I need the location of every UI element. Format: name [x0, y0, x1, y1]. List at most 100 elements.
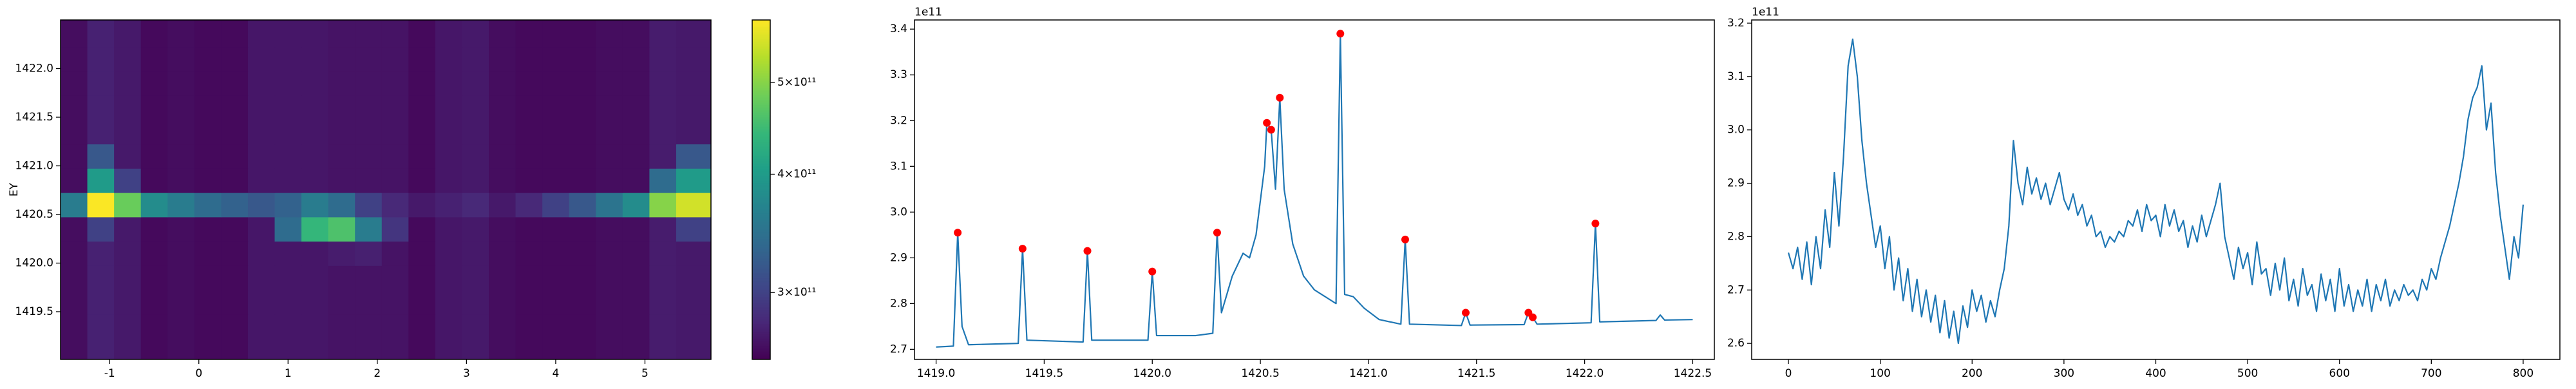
x-tick-label: 300	[2054, 367, 2074, 380]
colorbar-swatch	[752, 210, 770, 213]
heatmap-cell	[622, 168, 650, 193]
colorbar-swatch	[752, 350, 770, 353]
heatmap-cell	[274, 241, 302, 266]
colorbar-swatch	[752, 145, 770, 148]
colorbar-swatch	[752, 264, 770, 267]
colorbar-swatch	[752, 157, 770, 160]
heatmap-cell	[622, 216, 650, 242]
heatmap-cell	[676, 20, 711, 48]
heatmap-cell	[596, 338, 623, 359]
heatmap-cell	[381, 290, 409, 315]
peak-marker	[1148, 267, 1157, 276]
colorbar-swatch	[752, 47, 770, 50]
x-tick-label: 1	[285, 367, 292, 380]
heatmap-cell	[61, 46, 88, 71]
colorbar-swatch	[752, 59, 770, 61]
colorbar-swatch	[752, 252, 770, 255]
colorbar-swatch	[752, 198, 770, 200]
heatmap-cell	[274, 168, 302, 193]
heatmap-cell	[408, 290, 436, 315]
heatmap-cell	[408, 168, 436, 193]
heatmap-cell	[462, 144, 489, 169]
heatmap-cell	[87, 119, 115, 145]
colorbar-swatch	[752, 111, 770, 114]
heatmap-cell	[569, 193, 596, 218]
x-tick-label: 5	[641, 367, 649, 380]
heatmap-cell	[408, 71, 436, 96]
heatmap-cell	[167, 20, 195, 48]
heatmap-cell	[381, 95, 409, 120]
heatmap-cell	[435, 95, 463, 120]
colorbar-swatch	[752, 308, 770, 311]
y-tick-label: 2.6	[1727, 337, 1745, 350]
heatmap-cell	[61, 119, 88, 145]
colorbar-swatch	[752, 26, 770, 29]
y-tick-label: 2.7	[1727, 283, 1745, 296]
heatmap-cell	[194, 95, 222, 120]
colorbar-swatch	[752, 232, 770, 234]
x-tick-label: 0	[195, 367, 202, 380]
colorbar-swatch	[752, 272, 770, 275]
colorbar-swatch	[752, 173, 770, 175]
colorbar-swatch	[752, 50, 770, 53]
heatmap-cell	[569, 314, 596, 339]
peak-marker	[1529, 313, 1537, 321]
heatmap-cell	[114, 338, 142, 359]
y-tick-label: 3.1	[1727, 70, 1745, 83]
colorbar-swatch	[752, 43, 770, 46]
x-tick-label: 3	[463, 367, 470, 380]
heatmap-cell	[274, 193, 302, 218]
heatmap-cell	[328, 95, 355, 120]
heatmap-cell	[328, 168, 355, 193]
heatmap-cell	[435, 338, 463, 359]
colorbar-swatch	[752, 259, 770, 261]
heatmap-cell	[515, 338, 543, 359]
heatmap-cell	[167, 95, 195, 120]
heatmap-cell	[569, 71, 596, 96]
colorbar-swatch	[752, 81, 770, 83]
heatmap-cell	[301, 20, 329, 48]
colorbar-swatch	[752, 220, 770, 223]
colorbar-swatch	[752, 194, 770, 197]
heatmap-cell	[274, 144, 302, 169]
heatmap-cell	[408, 46, 436, 71]
heatmap-cell	[622, 290, 650, 315]
heatmap-cell	[542, 46, 570, 71]
colorbar-swatch	[752, 191, 770, 194]
axes-frame	[914, 19, 1715, 360]
heatmap-cell	[221, 168, 249, 193]
colorbar-swatch	[752, 160, 770, 163]
heatmap-cell	[140, 95, 168, 120]
colorbar-swatch	[752, 344, 770, 346]
heatmap-cell	[542, 314, 570, 339]
heatmap-cell	[676, 95, 711, 120]
colorbar-swatch	[752, 30, 770, 32]
colorbar-swatch	[752, 285, 770, 287]
colorbar-swatch	[752, 267, 770, 270]
heatmap-cell	[328, 241, 355, 266]
y-tick-label: 2.9	[890, 251, 907, 264]
heatmap-cell	[462, 314, 489, 339]
colorbar-swatch	[752, 187, 770, 190]
heatmap-cell	[61, 241, 88, 266]
heatmap-cell	[328, 265, 355, 290]
colorbar-swatch	[752, 289, 770, 292]
heatmap-cell	[462, 290, 489, 315]
heatmap-cell	[167, 144, 195, 169]
heatmap-cell	[247, 193, 276, 218]
heatmap-cell	[140, 193, 168, 218]
heatmap-cell	[381, 46, 409, 71]
colorbar-swatch	[752, 57, 770, 60]
colorbar-swatch	[752, 45, 770, 48]
x-tick-label: 1419.0	[917, 367, 955, 380]
colorbar-swatch	[752, 237, 770, 240]
heatmap-cell	[301, 193, 329, 218]
colorbar-swatch	[752, 79, 770, 82]
colorbar-swatch	[752, 342, 770, 345]
colorbar-swatch	[752, 208, 770, 211]
line-series	[1787, 38, 2524, 345]
heatmap-cell	[676, 144, 711, 169]
colorbar-swatch	[752, 218, 770, 221]
colorbar-swatch	[752, 64, 770, 66]
y-tick-label: 3.0	[890, 205, 907, 218]
